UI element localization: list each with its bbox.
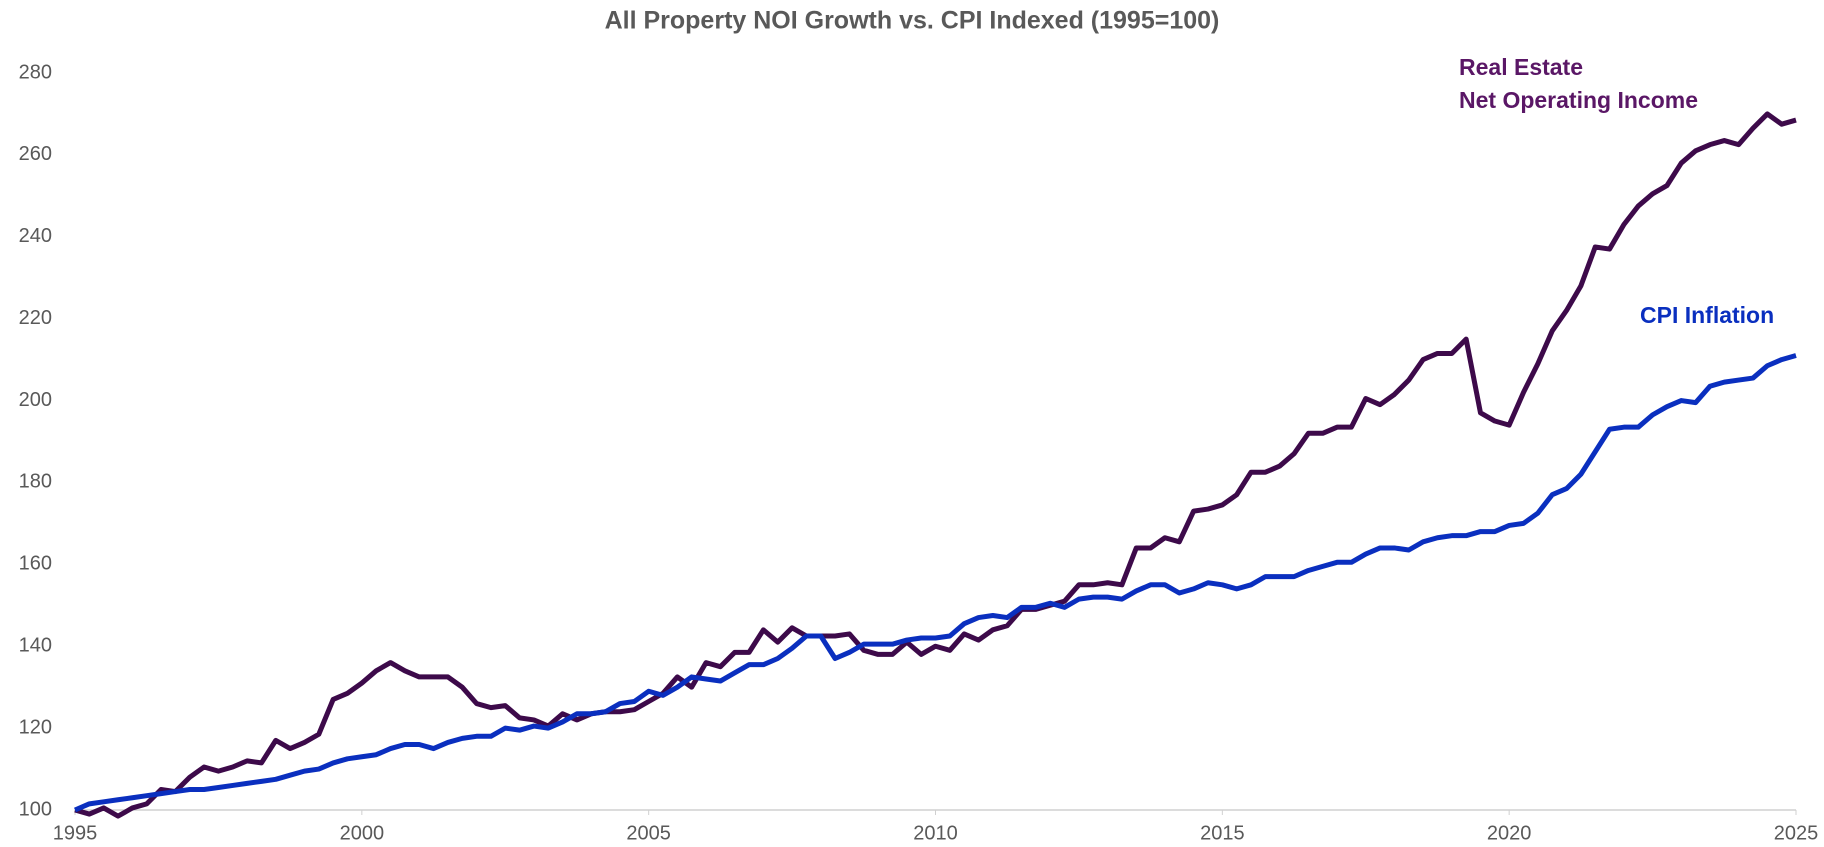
y-tick-label: 180: [19, 471, 52, 493]
y-tick-label: 260: [19, 143, 52, 165]
series-label: CPI Inflation: [1640, 302, 1774, 328]
series-line: [74, 353, 1797, 813]
series-line: [74, 111, 1797, 819]
y-tick-label: 160: [19, 553, 52, 575]
y-tick-label: 140: [19, 635, 52, 657]
series-label: Real Estate: [1459, 54, 1583, 80]
x-tick-label: 2010: [913, 822, 958, 844]
x-tick-label: 2025: [1774, 822, 1819, 844]
y-tick-label: 100: [19, 798, 52, 820]
chart-title: All Property NOI Growth vs. CPI Indexed …: [605, 7, 1220, 35]
y-tick-label: 240: [19, 225, 52, 247]
y-tick-label: 120: [19, 716, 52, 738]
x-tick-label: 1995: [53, 822, 98, 844]
x-tick-label: 2000: [340, 822, 385, 844]
y-tick-label: 280: [19, 61, 52, 83]
y-tick-label: 200: [19, 389, 52, 411]
x-tick-label: 2020: [1487, 822, 1532, 844]
series-label: Net Operating Income: [1459, 87, 1698, 113]
y-tick-label: 220: [19, 307, 52, 329]
x-tick-label: 2005: [626, 822, 671, 844]
x-tick-label: 2015: [1200, 822, 1245, 844]
